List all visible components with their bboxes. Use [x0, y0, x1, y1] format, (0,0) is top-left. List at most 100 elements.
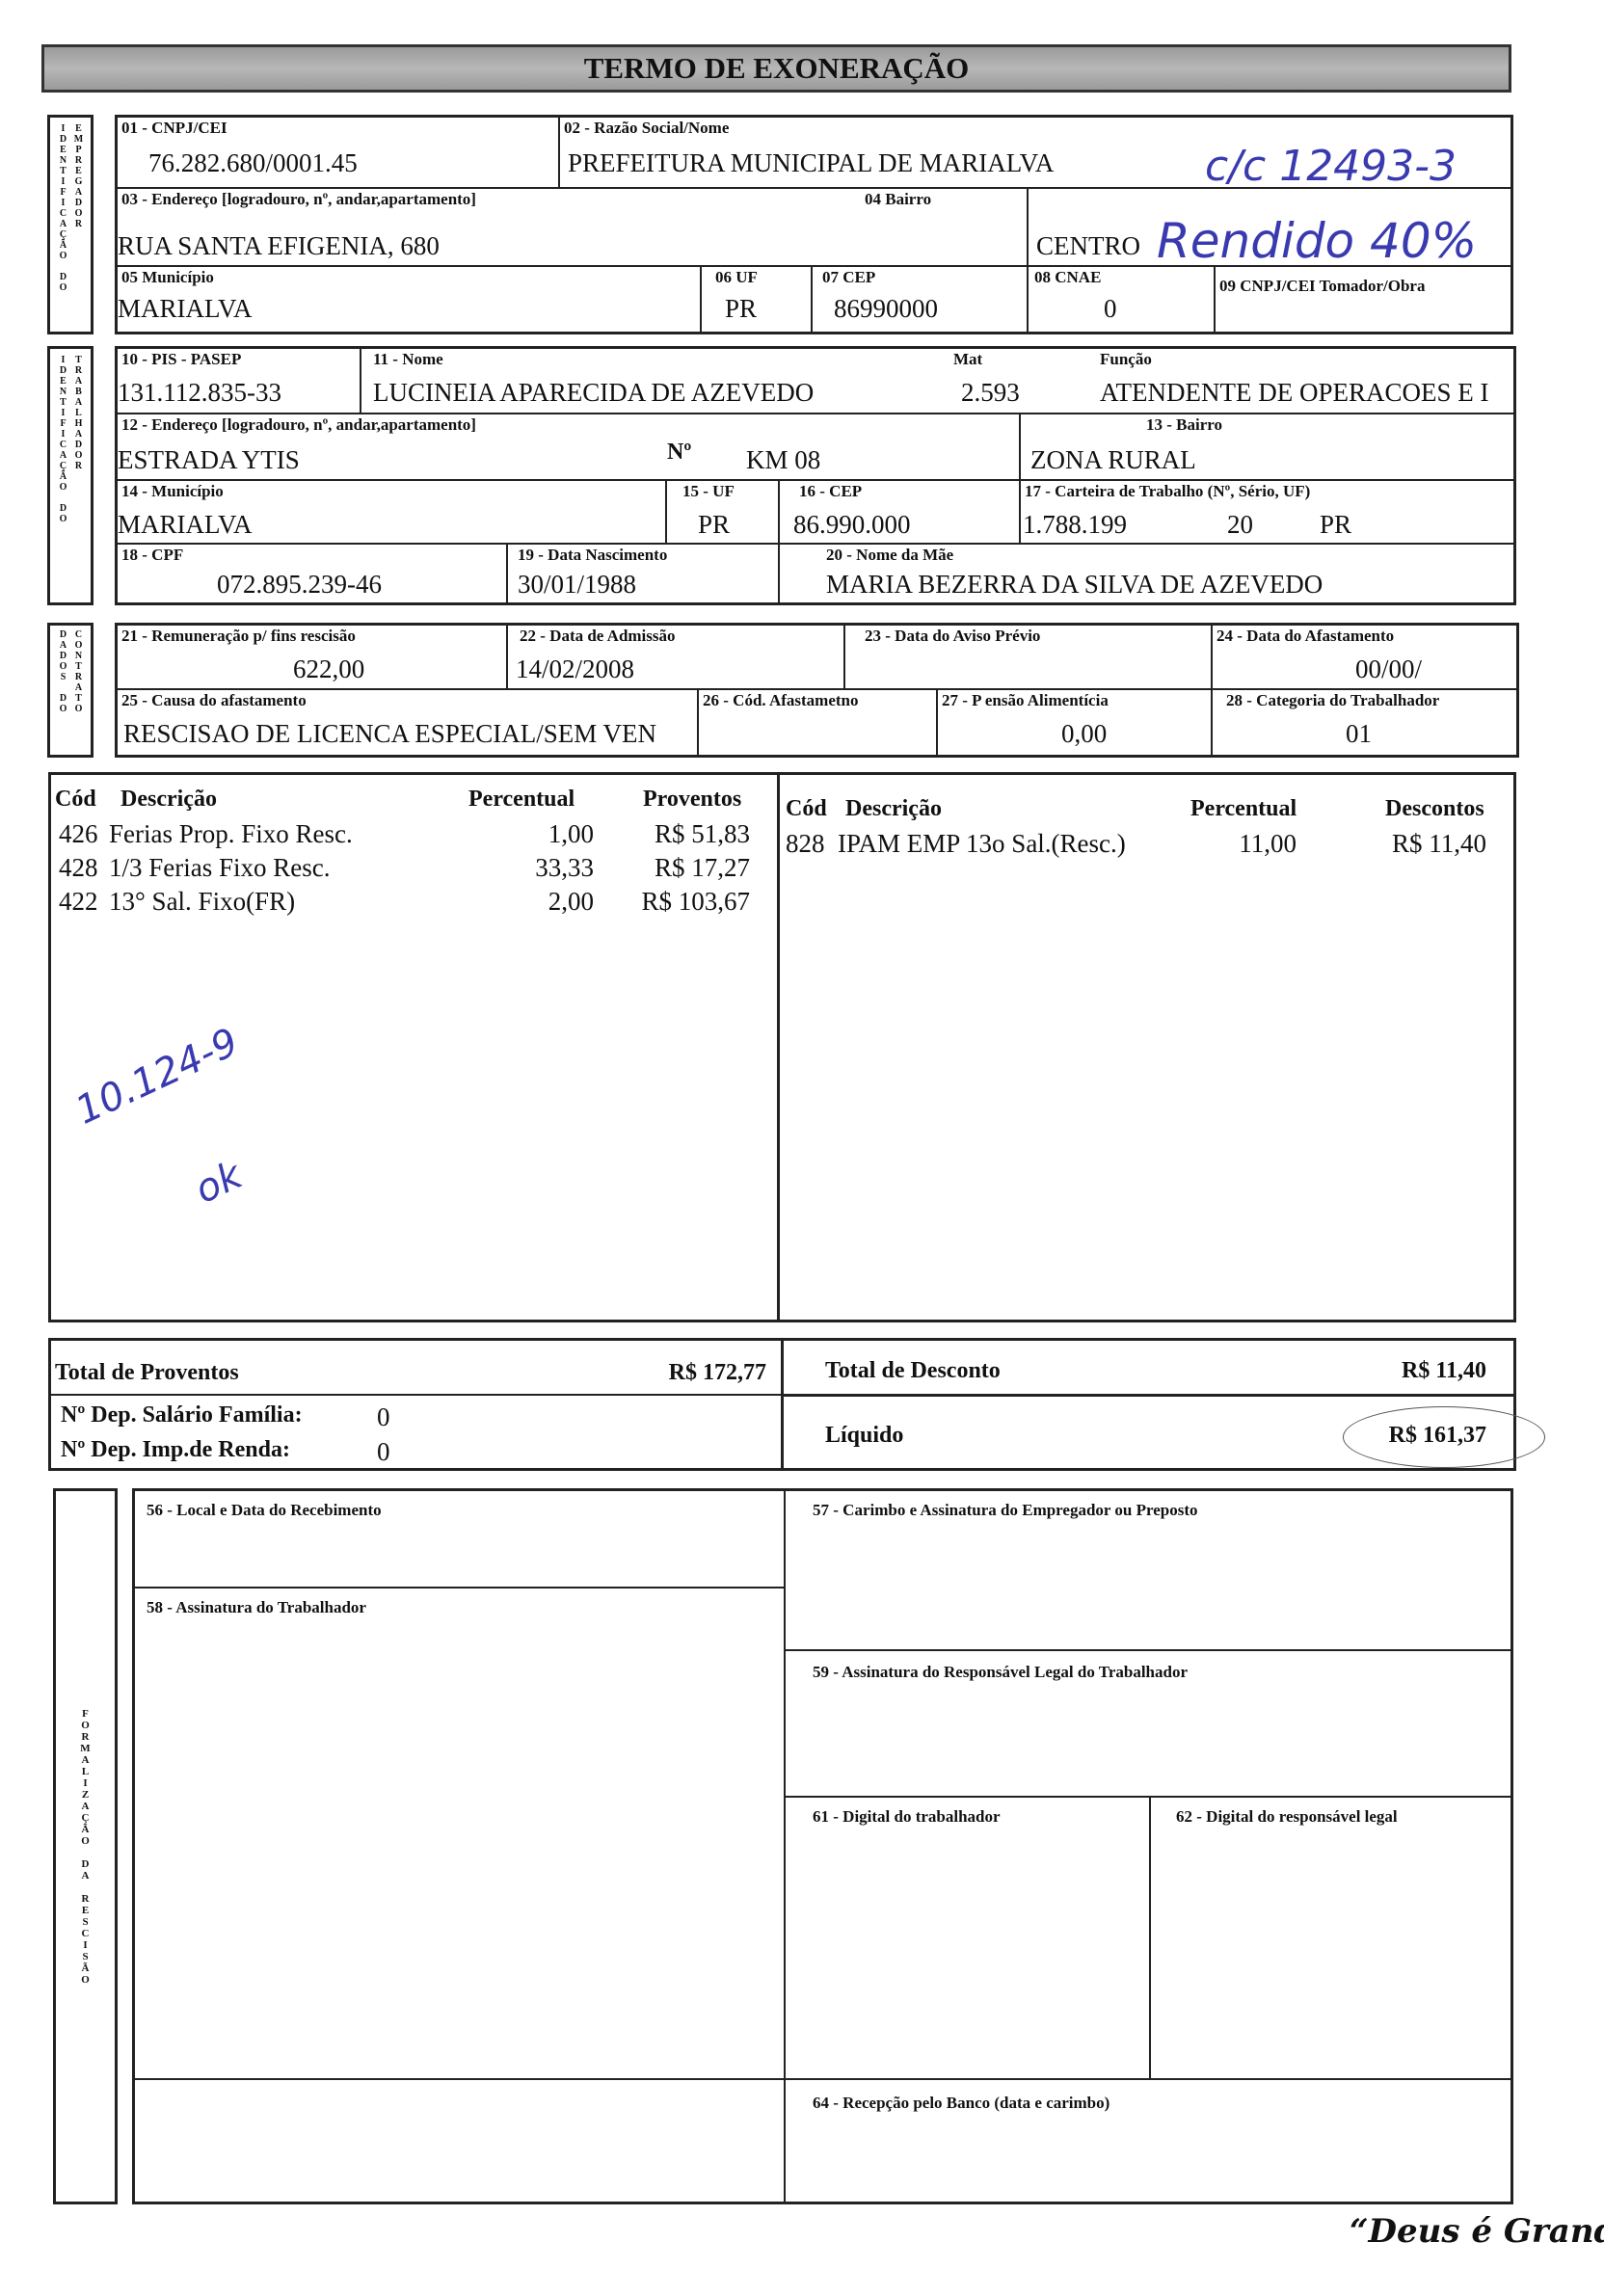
funcao-label: Função — [1100, 350, 1152, 368]
field-61[interactable]: 61 - Digital do trabalhador — [786, 1798, 1149, 2078]
bairro-worker-value: ZONA RURAL — [1030, 445, 1196, 474]
divider — [51, 1394, 781, 1396]
funcao-value: ATENDENTE DE OPERACOES E I — [1100, 378, 1489, 407]
municipio-worker-cell: 14 - Município MARIALVA — [118, 481, 667, 545]
endereco-value: RUA SANTA EFIGENIA, 680 — [118, 231, 440, 260]
cnae-cell: 08 CNAE 0 — [1029, 267, 1216, 332]
field-62-label: 62 - Digital do responsável legal — [1176, 1807, 1398, 1826]
field-56[interactable]: 56 - Local e Data do Recebimento — [135, 1491, 784, 1587]
bairro-label: 04 Bairro — [865, 190, 932, 208]
field-62[interactable]: 62 - Digital do responsável legal — [1151, 1798, 1510, 2078]
causa-value: RESCISAO DE LICENCA ESPECIAL/SEM VEN — [123, 719, 657, 748]
nascimento-label: 19 - Data Nascimento — [518, 546, 668, 564]
descontos-perc: 11,00 — [1239, 829, 1297, 858]
field-64[interactable]: 64 - Recepção pelo Banco (data e carimbo… — [786, 2080, 1510, 2202]
cpf-value: 072.895.239-46 — [217, 570, 382, 599]
side-label-employer: IDENTIFICAÇÃO DO EMPREGADOR — [47, 115, 94, 334]
cpf-cell: 18 - CPF 072.895.239-46 — [118, 545, 508, 602]
tomador-cell: 09 CNPJ/CEI Tomador/Obra — [1216, 267, 1510, 332]
cep-worker-value: 86.990.000 — [793, 510, 911, 539]
cep-worker-cell: 16 - CEP 86.990.000 — [780, 481, 1021, 545]
side-label-text: IDENTIFICAÇÃO DO TRABALHADOR — [58, 355, 84, 524]
total-proventos-value: R$ 172,77 — [668, 1360, 766, 1385]
divider — [1149, 1796, 1151, 2078]
proventos-perc: 33,33 — [535, 853, 594, 882]
proventos-cod: 428 — [59, 853, 98, 882]
remuneracao-label: 21 - Remuneração p/ fins rescisão — [121, 627, 356, 645]
bairro-cell: CENTRO — [1029, 189, 1510, 267]
salario-familia-value: 0 — [377, 1402, 390, 1431]
mat-value: 2.593 — [961, 378, 1020, 407]
ctps-numero: 1.788.199 — [1023, 510, 1127, 539]
proventos-perc: 1,00 — [548, 819, 594, 848]
mae-value: MARIA BEZERRA DA SILVA DE AZEVEDO — [826, 570, 1323, 599]
cnpj-value: 76.282.680/0001.45 — [148, 148, 358, 177]
total-desconto-value: R$ 11,40 — [1401, 1358, 1486, 1383]
header-percentual: Percentual — [1190, 796, 1297, 821]
header-descontos: Descontos — [1385, 796, 1484, 821]
proventos-valor: R$ 51,83 — [654, 819, 750, 848]
proventos-perc: 2,00 — [548, 887, 594, 916]
side-label-text: IDENTIFICAÇÃO DO EMPREGADOR — [58, 123, 84, 293]
admissao-label: 22 - Data de Admissão — [520, 627, 676, 645]
proventos-desc: 13° Sal. Fixo(FR) — [109, 887, 296, 916]
field-58-label: 58 - Assinatura do Trabalhador — [147, 1598, 366, 1616]
field-56-label: 56 - Local e Data do Recebimento — [147, 1501, 382, 1519]
cep-value: 86990000 — [834, 294, 938, 323]
handwritten-note: Rendido 40% — [1157, 213, 1478, 269]
side-label-text: FORMALIZAÇÃO DA RESCISÃO — [79, 1707, 92, 1986]
handwritten-account: c/c 12493-3 — [1205, 142, 1457, 191]
nascimento-cell: 19 - Data Nascimento 30/01/1988 — [508, 545, 780, 602]
municipio-worker-value: MARIALVA — [118, 510, 253, 539]
ctps-uf: PR — [1320, 510, 1352, 539]
header-percentual: Percentual — [468, 787, 575, 812]
formalization-section: 56 - Local e Data do Recebimento 57 - Ca… — [132, 1488, 1513, 2204]
razao-label: 02 - Razão Social/Nome — [564, 119, 730, 137]
nome-value: LUCINEIA APARECIDA DE AZEVEDO — [373, 378, 815, 407]
divider — [784, 1394, 1513, 1397]
mae-cell: 20 - Nome da Mãe MARIA BEZERRA DA SILVA … — [780, 545, 1513, 602]
side-label-text: DADOS DO CONTRATO — [58, 629, 84, 714]
bairro-worker-label: 13 - Bairro — [1146, 415, 1223, 434]
numero-value: KM 08 — [746, 445, 821, 474]
divider — [135, 2078, 784, 2080]
categoria-cell: 28 - Categoria do Trabalhador 01 — [1213, 690, 1516, 755]
salario-familia-label: Nº Dep. Salário Família: — [61, 1402, 303, 1428]
footer-motto: “Deus é Grande” — [1350, 2212, 1604, 2251]
endereco-worker-value: ESTRADA YTIS — [118, 445, 300, 474]
aviso-cell: 23 - Data do Aviso Prévio — [845, 626, 1213, 690]
proventos-cod: 426 — [59, 819, 98, 848]
cep-worker-label: 16 - CEP — [799, 482, 863, 500]
cnpj-cell: 01 - CNPJ/CEI 76.282.680/0001.45 — [118, 118, 560, 189]
pensao-cell: 27 - P ensão Alimentícia 0,00 — [938, 690, 1213, 755]
field-59[interactable]: 59 - Assinatura do Responsável Legal do … — [786, 1651, 1510, 1796]
numero-label: Nº — [667, 440, 692, 465]
pis-value: 131.112.835-33 — [118, 378, 281, 407]
razao-value: PREFEITURA MUNICIPAL DE MARIALVA — [568, 148, 1055, 177]
uf-label: 06 UF — [715, 268, 758, 286]
uf-worker-value: PR — [698, 510, 731, 539]
divider — [786, 1796, 1510, 1798]
endereco-worker-label: 12 - Endereço [logradouro, nº, andar,apa… — [121, 415, 476, 434]
total-desconto-label: Total de Desconto — [825, 1358, 1001, 1383]
field-59-label: 59 - Assinatura do Responsável Legal do … — [813, 1663, 1189, 1681]
field-58[interactable]: 58 - Assinatura do Trabalhador — [135, 1589, 784, 2078]
proventos-valor: R$ 103,67 — [641, 887, 750, 916]
hand-drawn-circle — [1343, 1406, 1545, 1468]
field-61-label: 61 - Digital do trabalhador — [813, 1807, 1001, 1826]
side-label-formalization: FORMALIZAÇÃO DA RESCISÃO — [53, 1488, 118, 2204]
totals-section: Total de Proventos R$ 172,77 Total de De… — [48, 1338, 1545, 1471]
contract-section: 21 - Remuneração p/ fins rescisão 622,00… — [115, 623, 1519, 758]
pis-cell: 10 - PIS - PASEP 131.112.835-33 — [118, 349, 361, 414]
descontos-valor: R$ 11,40 — [1391, 829, 1486, 858]
admissao-cell: 22 - Data de Admissão 14/02/2008 — [508, 626, 845, 690]
employer-section: 01 - CNPJ/CEI 76.282.680/0001.45 02 - Ra… — [115, 115, 1513, 334]
mat-label: Mat — [953, 350, 983, 368]
cpf-label: 18 - CPF — [121, 546, 184, 564]
total-proventos-label: Total de Proventos — [55, 1360, 239, 1385]
causa-cell: 25 - Causa do afastamento RESCISAO DE LI… — [118, 690, 699, 755]
descontos-cod: 828 — [786, 829, 825, 858]
aviso-label: 23 - Data do Aviso Prévio — [865, 627, 1041, 645]
municipio-cell: 05 Município MARIALVA — [118, 267, 702, 332]
field-57[interactable]: 57 - Carimbo e Assinatura do Empregador … — [786, 1491, 1510, 1649]
